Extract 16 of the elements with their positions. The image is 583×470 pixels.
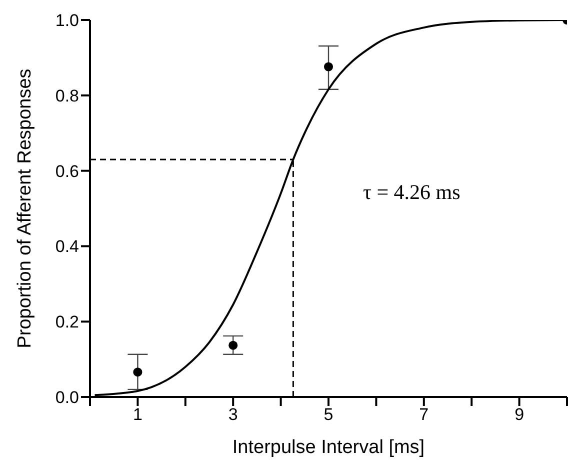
x-tick-label: 7 xyxy=(419,405,429,424)
y-axis-title: Proportion of Afferent Responses xyxy=(14,68,36,348)
y-tick-label: 0.2 xyxy=(55,312,79,332)
annotation: τ = 4.26 ms xyxy=(363,180,460,205)
x-tick-label: 1 xyxy=(132,405,142,424)
x-tick-label: 5 xyxy=(324,405,334,424)
y-tick-label: 0.8 xyxy=(55,86,79,106)
y-tick-label: 1.0 xyxy=(55,11,79,30)
x-tick-label: 9 xyxy=(514,405,524,424)
x-tick-label: 3 xyxy=(228,405,238,424)
y-tick-label: 0.6 xyxy=(55,162,79,181)
point xyxy=(133,368,142,377)
point xyxy=(228,340,238,350)
y-tick-label: 0.0 xyxy=(55,388,79,408)
x-axis-title: Interpulse Interval [ms] xyxy=(232,437,425,458)
y-tick-label: 0.4 xyxy=(55,237,79,256)
